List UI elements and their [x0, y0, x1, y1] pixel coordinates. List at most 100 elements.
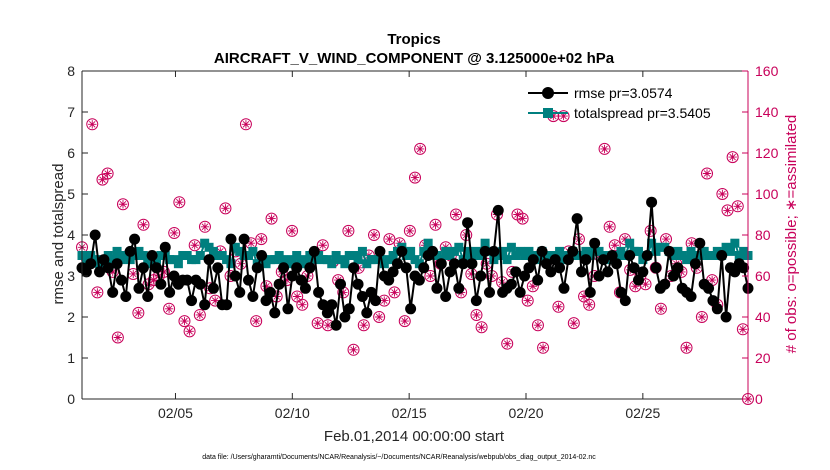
x-tick-label: 02/10: [275, 405, 310, 421]
obs-possible-point: [552, 300, 565, 313]
obs-assimilated-point: [518, 214, 527, 223]
obs-assimilated-point: [569, 318, 579, 328]
obs-possible-point: [116, 198, 129, 211]
obs-assimilated-point: [554, 302, 563, 311]
obs-assimilated-point: [723, 206, 732, 215]
obs-assimilated-point: [287, 226, 297, 236]
obs-assimilated-point: [175, 198, 184, 207]
obs-assimilated-point: [579, 292, 589, 301]
rmse-point: [492, 204, 504, 216]
plot-background: [82, 71, 748, 399]
obs-possible-point: [388, 286, 401, 299]
totalspread-point: [625, 238, 635, 248]
obs-assimilated-point: [733, 202, 742, 211]
x-tick-label: 02/20: [508, 405, 543, 421]
rmse-point: [641, 250, 653, 261]
totalspread-point: [419, 246, 429, 256]
rmse-point: [637, 266, 649, 278]
rmse-point: [80, 266, 92, 278]
obs-assimilated-point: [251, 316, 261, 326]
totalspread-point: [423, 238, 433, 248]
obs-assimilated-point: [605, 222, 614, 231]
totalspread-point: [248, 246, 258, 256]
rmse-point: [418, 262, 430, 274]
rmse-point: [308, 245, 320, 257]
rmse-point: [413, 274, 425, 286]
rmse-point: [663, 245, 675, 257]
footnote: data file: /Users/gharamti/Documents/NCA…: [202, 454, 596, 461]
obs-assimilated-point: [221, 204, 230, 213]
y-tick-label: 4: [67, 227, 75, 243]
obs-assimilated-point: [139, 220, 148, 229]
obs-possible-point: [132, 306, 145, 319]
y-axis-label: rmse and totalspread: [50, 164, 67, 305]
rmse-point: [729, 266, 741, 278]
x-tick-label: 02/15: [392, 405, 427, 421]
obs-assimilated-point: [108, 267, 117, 277]
obs-assimilated-point: [103, 169, 112, 178]
y2-tick-label: 0: [755, 391, 763, 407]
obs-possible-point: [731, 200, 744, 213]
rmse-point: [646, 196, 658, 208]
obs-assimilated-point: [477, 323, 486, 332]
rmse-point: [229, 270, 241, 282]
rmse-point: [221, 299, 233, 311]
rmse-point: [133, 282, 145, 294]
rmse-point: [738, 262, 750, 274]
rmse-point: [505, 278, 517, 290]
obs-possible-point: [347, 343, 360, 356]
obs-assimilated-point: [118, 200, 128, 209]
obs-assimilated-point: [257, 234, 266, 244]
rmse-point: [523, 262, 535, 274]
rmse-point: [545, 266, 557, 278]
rmse-point: [532, 274, 544, 286]
totalspread-point: [357, 246, 367, 256]
obs-assimilated-point: [410, 173, 420, 182]
y-tick-label: 2: [67, 309, 75, 325]
rmse-point: [576, 266, 587, 278]
rmse-point: [527, 254, 539, 266]
obs-assimilated-point: [292, 292, 302, 301]
rmse-point: [448, 258, 460, 270]
rmse-point: [628, 262, 640, 274]
totalspread-point: [414, 259, 424, 269]
rmse-point: [102, 262, 114, 274]
rmse-point: [689, 258, 701, 270]
rmse-point: [330, 319, 342, 331]
rmse-point: [365, 286, 377, 298]
rmse-point: [199, 299, 211, 311]
obs-assimilated-point: [646, 226, 655, 236]
rmse-point: [313, 286, 325, 298]
legend-totalspread-marker: [543, 108, 553, 118]
rmse-point: [470, 295, 482, 307]
obs-assimilated-point: [620, 234, 630, 244]
rmse-point: [225, 233, 237, 245]
obs-assimilated-point: [549, 111, 558, 121]
obs-assimilated-point: [513, 210, 522, 219]
rmse-point: [150, 262, 162, 274]
y-tick-label: 7: [67, 104, 75, 120]
rmse-point: [137, 262, 149, 274]
obs-assimilated-point: [344, 226, 353, 236]
rmse-point: [304, 262, 316, 274]
y2-tick-label: 60: [755, 268, 771, 284]
obs-possible-point: [414, 142, 427, 155]
chart-subtitle: AIRCRAFT_V_WIND_COMPONENT @ 3.125000e+02…: [214, 50, 615, 67]
obs-possible-point: [409, 171, 421, 184]
rmse-point: [571, 213, 583, 225]
obs-possible-point: [368, 229, 381, 241]
totalspread-point: [502, 255, 512, 265]
totalspread-point: [647, 238, 657, 248]
totalspread-point: [725, 246, 735, 256]
rmse-point: [391, 258, 403, 270]
legend-rmse-marker: [542, 87, 554, 99]
obs-possible-point: [383, 233, 396, 246]
obs-assimilated-point: [661, 234, 671, 244]
obs-possible-point: [137, 218, 150, 231]
obs-assimilated-point: [400, 316, 409, 326]
rmse-point: [589, 237, 601, 249]
rmse-point: [273, 278, 285, 290]
obs-possible-point: [219, 202, 232, 215]
obs-assimilated-point: [538, 343, 548, 352]
y2-tick-label: 120: [755, 145, 779, 161]
